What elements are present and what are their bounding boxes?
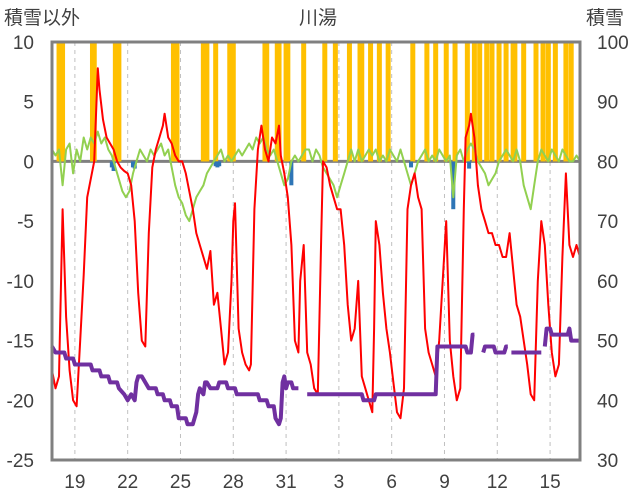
left-tick-label: 0 xyxy=(23,152,34,173)
left-tick-label: 10 xyxy=(13,33,34,54)
series-line-snow_depth xyxy=(50,345,299,427)
right-tick-label: 100 xyxy=(597,33,629,54)
precipitation-bar xyxy=(568,42,574,162)
precipitation-bar xyxy=(521,42,527,162)
right-axis-ticks: 100 90 80 70 60 50 40 30 xyxy=(597,33,629,472)
x-tick-label: 28 xyxy=(223,472,244,493)
precipitation-bar xyxy=(359,42,365,162)
precipitation-bar xyxy=(385,42,391,162)
precipitation-bar xyxy=(213,42,219,162)
precipitation-bar xyxy=(477,42,483,162)
precipitation-bar xyxy=(301,42,307,162)
left-tick-label: -15 xyxy=(7,332,34,353)
series-line-snow_depth_5 xyxy=(542,326,580,347)
x-tick-label: 19 xyxy=(64,472,85,493)
precipitation-bar xyxy=(264,42,270,162)
x-tick-label: 31 xyxy=(276,472,297,493)
left-tick-label: 5 xyxy=(23,93,34,114)
precipitation-bar xyxy=(443,42,449,162)
precipitation-bar xyxy=(204,42,210,162)
precipitation-bar xyxy=(276,42,282,162)
precipitation-bar xyxy=(60,42,66,162)
precipitation-bar xyxy=(533,42,539,162)
precipitation-bar xyxy=(285,42,291,162)
precipitation-bar xyxy=(464,42,470,162)
precipitation-bar xyxy=(376,42,382,162)
negative-bar xyxy=(217,161,222,167)
precipitation-bar xyxy=(346,42,352,162)
x-tick-label: 15 xyxy=(540,472,561,493)
precipitation-bar xyxy=(424,42,430,162)
precipitation-bar xyxy=(545,42,551,162)
x-tick-label: 22 xyxy=(117,472,138,493)
series-line-snow_depth_3 xyxy=(481,344,509,355)
left-axis-ticks: 10 5 0 -5 -10 -15 -20 -25 xyxy=(7,33,34,472)
right-tick-label: 80 xyxy=(597,152,618,173)
x-tick-label: 25 xyxy=(170,472,191,493)
right-tick-label: 50 xyxy=(597,332,618,353)
x-axis-ticks: 19 22 25 28 31 3 6 9 12 15 xyxy=(64,472,560,493)
x-tick-label: 9 xyxy=(439,472,450,493)
left-tick-label: -20 xyxy=(7,391,34,412)
x-tick-label: 3 xyxy=(334,472,345,493)
precipitation-bar xyxy=(489,42,495,162)
precipitation-bar xyxy=(433,42,439,162)
x-tick-label: 6 xyxy=(386,472,397,493)
series-layer xyxy=(50,67,581,427)
right-axis-title: 積雪 xyxy=(586,7,624,29)
right-tick-label: 90 xyxy=(597,93,618,114)
negative-bar xyxy=(289,161,294,186)
x-tick-label: 12 xyxy=(487,472,508,493)
precipitation-bar xyxy=(540,42,546,162)
precipitation-bar xyxy=(471,42,477,162)
precipitation-bar xyxy=(332,42,338,162)
left-tick-label: -25 xyxy=(7,451,34,472)
plot-frame xyxy=(50,40,582,462)
left-tick-label: -10 xyxy=(7,272,34,293)
bar-layer xyxy=(56,42,574,210)
left-tick-label: -5 xyxy=(17,212,34,233)
precipitation-bar xyxy=(116,42,122,162)
precipitation-bar xyxy=(174,42,180,162)
right-tick-label: 70 xyxy=(597,212,618,233)
right-tick-label: 60 xyxy=(597,272,618,293)
left-axis-title: 積雪以外 xyxy=(4,7,80,29)
negative-bar xyxy=(467,161,472,169)
right-tick-label: 30 xyxy=(597,451,618,472)
precipitation-bar xyxy=(484,42,490,162)
precipitation-bar xyxy=(410,42,416,162)
precipitation-bar xyxy=(496,42,502,162)
precipitation-bar xyxy=(503,42,509,162)
series-line-wind xyxy=(51,130,581,223)
precipitation-bar xyxy=(563,42,569,162)
series-line-snow_depth_2 xyxy=(307,332,475,403)
precipitation-bar xyxy=(452,42,458,162)
negative-bar xyxy=(111,161,116,171)
series-line-temperature xyxy=(51,67,581,420)
negative-bar xyxy=(409,161,414,168)
right-tick-label: 40 xyxy=(597,391,618,412)
precipitation-bar xyxy=(91,42,97,162)
precipitation-bar xyxy=(368,42,374,162)
precipitation-bar xyxy=(230,42,236,162)
precipitation-bar xyxy=(512,42,518,162)
precipitation-bar xyxy=(552,42,558,162)
chart-title: 川湯 xyxy=(299,7,337,29)
precipitation-bar xyxy=(322,42,328,162)
